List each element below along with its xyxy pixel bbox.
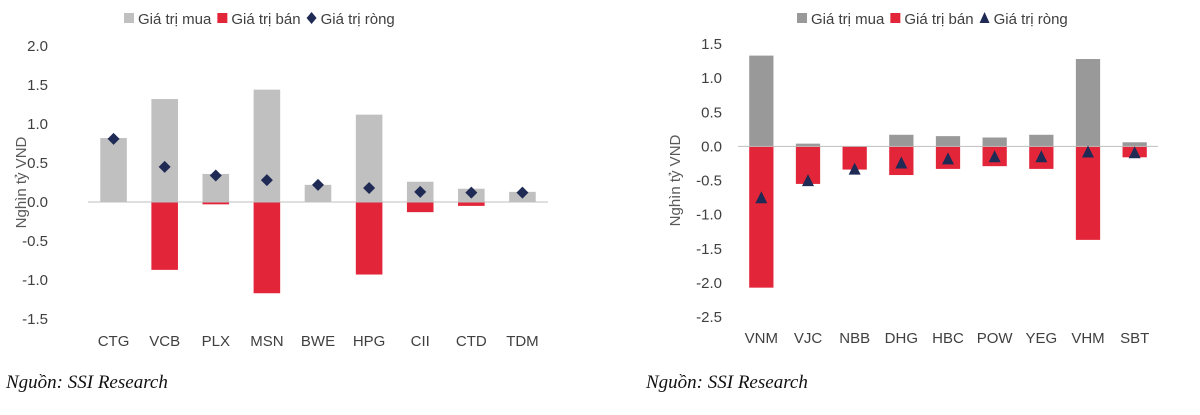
y-tick-label: -0.5 <box>22 233 48 250</box>
category-label: CTD <box>456 333 487 350</box>
category-label: NBB <box>839 330 870 347</box>
legend-swatch <box>890 13 901 23</box>
y-tick-label: 2.0 <box>27 38 48 55</box>
chart-right: Giá trị mua Giá trị bán Giá trị ròng Nghìn … <box>667 11 1158 347</box>
legend-label: Giá trị ròng <box>994 11 1068 28</box>
buy-bar <box>982 137 1007 147</box>
category-label: DHG <box>885 330 918 347</box>
y-tick-label: 0.5 <box>701 104 722 121</box>
y-tick-label: 1.5 <box>701 36 722 53</box>
buy-bar <box>1029 134 1054 147</box>
legend-label: Giá trị mua <box>811 11 885 28</box>
category-label: HBC <box>932 330 964 347</box>
y-tick-label: 0.5 <box>27 155 48 172</box>
y-tick-label: -1.5 <box>22 311 48 328</box>
y-tick-label: -1.0 <box>22 272 48 289</box>
net-marker <box>363 181 376 194</box>
net-marker <box>755 191 768 204</box>
buy-bar <box>935 136 961 147</box>
net-marker <box>988 150 1001 163</box>
y-axis-label: Nghìn tỷ VND <box>13 136 30 228</box>
buy-bar <box>304 184 332 202</box>
sell-bar <box>1075 146 1101 240</box>
legend: Giá trị mua Giá trị bán Giá trị ròng <box>124 11 395 28</box>
y-tick-label: 0.0 <box>27 194 48 211</box>
y-tick-label: -2.5 <box>696 309 722 326</box>
net-marker <box>158 160 171 173</box>
category-label: CTG <box>98 333 130 350</box>
source-note-right: Nguồn: SSI Research <box>646 372 808 393</box>
buy-bar <box>889 134 914 147</box>
legend-swatch <box>217 13 228 23</box>
legend-swatch <box>979 12 990 23</box>
buy-bar <box>795 143 821 147</box>
legend-swatch <box>306 12 317 24</box>
y-tick-label: 1.5 <box>27 77 48 94</box>
sell-bar <box>202 202 230 205</box>
legend-label: Giá trị mua <box>138 11 212 28</box>
buy-bar <box>100 138 127 202</box>
chart-panel-right: Giá trị mua Giá trị bán Giá trị ròng Nghìn … <box>640 0 1200 415</box>
net-marker <box>107 132 120 145</box>
legend-swatch <box>797 13 807 23</box>
net-marker <box>465 186 478 199</box>
chart-left: Giá trị mua Giá trị bán Giá trị ròng Nghìn … <box>13 11 548 350</box>
category-label: SBT <box>1120 330 1149 347</box>
y-tick-label: 1.0 <box>701 70 722 87</box>
net-marker <box>802 174 814 187</box>
y-tick-label: -1.0 <box>696 207 722 224</box>
legend-swatch <box>124 13 134 23</box>
net-marker <box>312 178 324 191</box>
y-tick-label: -0.5 <box>696 173 722 190</box>
sell-bar <box>151 202 178 270</box>
category-label: YEG <box>1025 330 1057 347</box>
category-label: BWE <box>301 333 335 350</box>
net-marker <box>1035 150 1048 163</box>
sell-bar <box>842 146 867 170</box>
net-marker <box>516 186 529 199</box>
category-label: PLX <box>202 333 230 350</box>
category-label: POW <box>977 330 1014 347</box>
category-label: VJC <box>794 330 823 347</box>
category-label: VHM <box>1071 330 1104 347</box>
net-marker <box>1128 146 1141 159</box>
legend: Giá trị mua Giá trị bán Giá trị ròng <box>797 11 1068 28</box>
net-marker <box>414 185 427 198</box>
net-marker <box>209 169 222 182</box>
y-tick-label: -2.0 <box>696 275 722 292</box>
category-label: HPG <box>353 333 386 350</box>
sell-bar <box>749 146 774 288</box>
sell-bar <box>355 202 383 275</box>
legend-label: Giá trị bán <box>231 11 300 28</box>
buy-bar <box>1075 59 1101 147</box>
y-tick-label: 0.0 <box>701 138 722 155</box>
sell-bar <box>406 202 434 213</box>
y-axis-label: Nghìn tỷ VND <box>667 134 684 226</box>
sell-bar <box>458 202 485 206</box>
net-marker <box>1082 145 1094 158</box>
source-note-left: Nguồn: SSI Research <box>6 372 168 393</box>
net-marker <box>260 174 273 187</box>
category-label: VNM <box>745 330 778 347</box>
buy-bar <box>1122 142 1147 147</box>
net-marker <box>895 156 908 169</box>
category-label: MSN <box>250 333 283 350</box>
buy-bar <box>749 55 774 147</box>
category-label: CII <box>411 333 430 350</box>
legend-label: Giá trị bán <box>904 11 973 28</box>
net-marker <box>942 152 954 165</box>
legend-label: Giá trị ròng <box>321 11 395 28</box>
y-tick-label: 1.0 <box>27 116 48 133</box>
net-marker <box>848 162 861 175</box>
buy-bar <box>151 99 178 202</box>
y-tick-label: -1.5 <box>696 241 722 258</box>
chart-panel-left: Giá trị mua Giá trị bán Giá trị ròng Nghìn … <box>0 0 560 415</box>
category-label: TDM <box>506 333 539 350</box>
category-label: VCB <box>149 333 180 350</box>
sell-bar <box>253 202 281 294</box>
